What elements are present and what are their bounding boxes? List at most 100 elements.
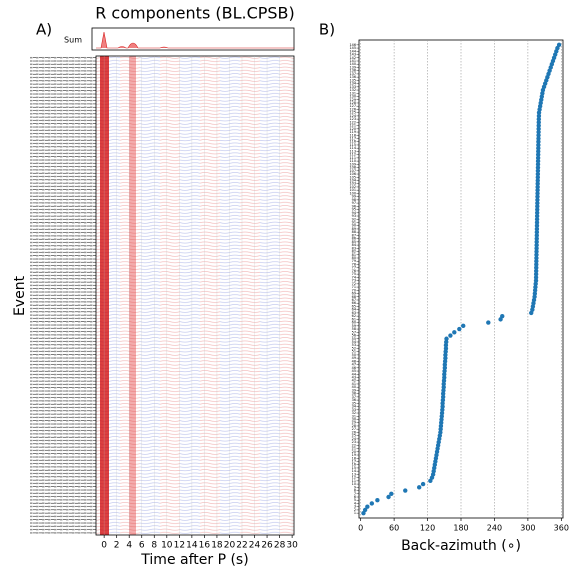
x-axis-label: Time after P (s)	[140, 552, 248, 568]
point	[534, 252, 539, 257]
y-tick-label: 122	[350, 120, 356, 124]
y-tick-label: 50	[352, 353, 356, 357]
x-tick-label: 0	[101, 541, 107, 551]
point	[369, 501, 375, 506]
y-tick-label: 3	[354, 505, 356, 509]
y-tick-label: 13	[352, 472, 356, 476]
point	[534, 242, 539, 248]
point	[438, 426, 443, 432]
point	[440, 394, 446, 400]
point	[386, 494, 391, 500]
y-tick-label: 115	[350, 143, 356, 147]
y-tick-label: 133	[350, 85, 356, 89]
x-tick-label: 16	[199, 541, 211, 551]
x-tick-label: 2	[114, 541, 120, 551]
y-tick-label: 17	[352, 459, 356, 463]
y-tick-label: 23	[352, 440, 356, 444]
y-tick-label: 22	[352, 443, 356, 447]
y-tick-label: 96	[352, 204, 356, 208]
y-tick-label: 73	[352, 279, 356, 283]
y-tick-label: 94	[352, 211, 356, 215]
point	[536, 116, 542, 122]
x-tick-label: 28	[274, 541, 286, 551]
point	[534, 262, 539, 267]
y-tick-label: 6	[354, 495, 356, 499]
y-tick-label: 135	[350, 78, 356, 82]
point	[442, 362, 448, 367]
x-tick-label: 12	[174, 541, 185, 551]
y-tick-label: 130	[350, 95, 356, 99]
y-tick-label: 31	[352, 414, 356, 418]
point	[536, 142, 541, 148]
y-tick-label: 86	[352, 237, 356, 241]
point	[442, 372, 447, 377]
point	[535, 175, 541, 180]
y-tick-label: 84	[352, 243, 356, 247]
y-tick-label: 53	[352, 343, 356, 347]
y-tick-label: 129	[350, 98, 356, 102]
y-tick-label: 101	[350, 188, 356, 192]
point	[534, 249, 539, 254]
x-tick-label: 14	[186, 541, 198, 551]
point	[532, 294, 537, 299]
point	[534, 223, 540, 228]
y-tick-label: 117	[350, 137, 356, 141]
y-tick-label: 19	[352, 453, 356, 457]
point	[442, 365, 448, 371]
point	[535, 171, 541, 177]
y-axis-label: Event	[12, 275, 28, 316]
y-tick-label: 30	[352, 417, 356, 421]
waveform-frame	[95, 55, 295, 536]
y-tick-label: 127	[350, 104, 356, 108]
y-tick-label: 79	[352, 259, 356, 263]
x-tick-label: 30	[286, 541, 298, 551]
y-tick-label: 104	[350, 178, 356, 182]
point	[534, 217, 540, 222]
point	[442, 368, 447, 374]
y-tick-label: 54	[352, 340, 356, 344]
y-tick-label: 144	[350, 49, 356, 53]
y-tick-label: 44	[352, 372, 356, 376]
y-tick-label: 37	[352, 395, 356, 399]
point	[443, 349, 448, 354]
y-tick-label: 119	[350, 130, 356, 134]
point	[534, 210, 540, 215]
y-tick-label: 128	[350, 101, 356, 105]
y-tick-label: 106	[350, 172, 356, 176]
y-tick-label: 56	[352, 334, 356, 338]
point	[439, 410, 445, 416]
panel-label: A)	[36, 21, 52, 39]
point	[535, 191, 540, 196]
y-tick-label: 114	[350, 146, 356, 150]
chart-title: R components (BL.CPSB)	[95, 4, 295, 23]
point	[452, 330, 457, 335]
y-tick-label: 87	[352, 233, 356, 237]
y-tick-label: 48	[352, 359, 356, 363]
y-tick-label: 46	[352, 366, 356, 370]
point	[444, 336, 449, 341]
x-tick-label: 18	[211, 541, 223, 551]
y-tick-label: 40	[352, 385, 356, 389]
point	[534, 236, 539, 241]
point	[533, 275, 539, 280]
y-tick-label: 85	[352, 240, 356, 244]
y-tick-label: 120	[350, 127, 356, 131]
y-tick-label: 28	[352, 424, 356, 428]
point	[534, 239, 539, 245]
point	[555, 45, 560, 51]
point	[440, 401, 445, 406]
point	[535, 184, 540, 190]
y-tick-label: 113	[350, 149, 356, 153]
y-tick-label: 69	[352, 292, 356, 296]
y-tick-label: 59	[352, 324, 356, 328]
panel-label: B)	[319, 21, 335, 39]
point	[535, 165, 541, 170]
y-tick-label: 51	[352, 350, 356, 354]
point	[439, 414, 444, 419]
y-tick-label: 2	[354, 508, 356, 512]
point	[362, 507, 368, 513]
y-tick-label: 88	[352, 230, 356, 234]
y-tick-label: 80	[352, 256, 356, 260]
y-tick-label: 142	[350, 56, 356, 60]
